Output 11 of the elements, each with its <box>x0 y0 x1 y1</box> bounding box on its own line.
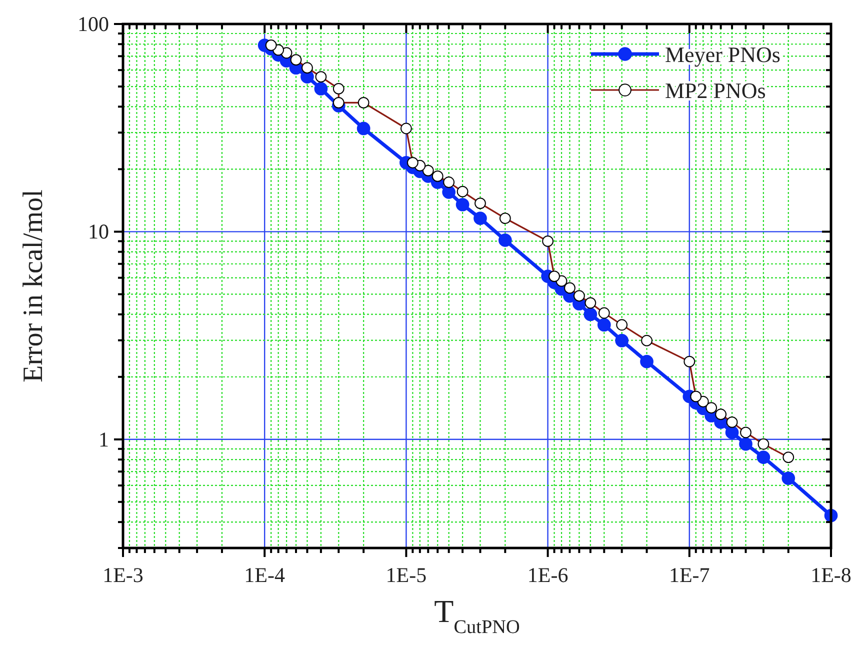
y-tick-label: 1 <box>98 427 109 452</box>
y-axis-title: Error in kcal/mol <box>18 189 49 382</box>
x-axis-title: T$_{CutPNO}$ <box>434 593 520 638</box>
y-tick-label: 10 <box>88 220 109 244</box>
x-tick-label: 1E-3 <box>102 563 144 587</box>
x-tick-label: 1E-6 <box>527 563 568 587</box>
x-tick-label: 1E-7 <box>668 563 710 587</box>
x-tick-label: 1E-5 <box>386 563 427 587</box>
y-tick-label: 100 <box>78 12 109 36</box>
x-tick-label: 1E-8 <box>810 563 852 587</box>
x-tick-label: 1E-4 <box>244 563 286 587</box>
